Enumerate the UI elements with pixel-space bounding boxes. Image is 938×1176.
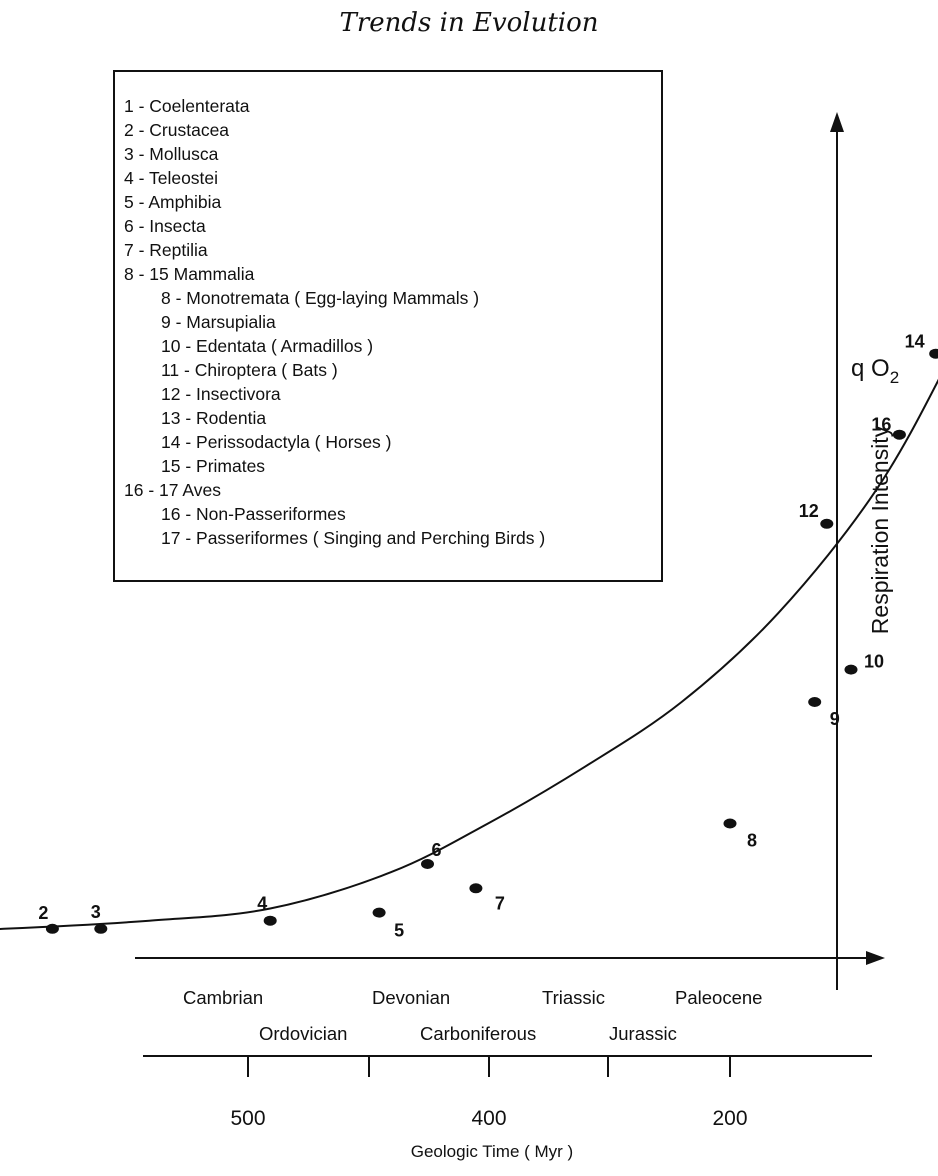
point-label: 9: [830, 709, 840, 729]
y-axis-arrow-icon: [830, 112, 844, 132]
legend-item: 9 - Marsupialia: [161, 312, 276, 332]
point-label: 12: [799, 501, 819, 521]
x-tick-label: 400: [471, 1107, 506, 1130]
legend-item: 10 - Edentata ( Armadillos ): [161, 336, 374, 356]
period-label: Triassic: [542, 987, 605, 1008]
period-label: Paleocene: [675, 987, 762, 1008]
legend-item: 11 - Chiroptera ( Bats ): [161, 360, 338, 380]
period-label: Cambrian: [183, 987, 263, 1008]
x-axis-label: Geologic Time ( Myr ): [411, 1142, 573, 1161]
point-label: 3: [91, 902, 101, 922]
legend-item: 5 - Amphibia: [124, 192, 222, 212]
legend-item: 17 - Passeriformes ( Singing and Perchin…: [161, 528, 546, 548]
period-label: Ordovician: [259, 1023, 347, 1044]
legend-item: 6 - Insecta: [124, 216, 206, 236]
data-point: [469, 883, 483, 894]
point-label: 2: [38, 903, 48, 923]
x-axis-arrow-icon: [866, 951, 885, 965]
legend-item: 12 - Insectivora: [161, 384, 281, 404]
legend-item: 4 - Teleostei: [124, 168, 219, 188]
data-point: [45, 923, 59, 934]
legend-item: 7 - Reptilia: [124, 240, 208, 260]
trend-curve: [0, 378, 938, 930]
chart-title: Trends in Evolution: [339, 8, 599, 38]
legend-box: 1 - Coelenterata 2 - Crustacea 3 - Mollu…: [113, 70, 663, 582]
point-label: 4: [257, 894, 267, 914]
point-label: 8: [747, 831, 757, 851]
legend-item: 8 - 15 Mammalia: [124, 264, 255, 284]
legend-item: 1 - Coelenterata: [124, 96, 250, 116]
legend-item: 2 - Crustacea: [124, 120, 230, 140]
x-ticks: 500 400 200: [230, 1056, 748, 1130]
legend-item: 8 - Monotremata ( Egg-laying Mammals ): [161, 288, 480, 308]
point-label: 10: [864, 652, 884, 672]
legend-item: 13 - Rodentia: [161, 408, 267, 428]
data-point: [844, 664, 858, 675]
x-tick-label: 200: [712, 1107, 747, 1130]
data-points: 1234567891011121314151617: [38, 332, 938, 941]
y-axis-label: Respiration Intensity: [867, 425, 893, 634]
data-point: [820, 518, 834, 529]
legend-item: 15 - Primates: [161, 456, 266, 476]
data-point: [892, 429, 906, 440]
data-point: [929, 348, 938, 359]
period-label: Devonian: [372, 987, 450, 1008]
data-point: [421, 859, 434, 869]
data-point: [372, 907, 386, 918]
x-tick-label: 500: [230, 1107, 265, 1130]
y-axis-qo2-label: q O2: [851, 355, 899, 387]
legend-item: 16 - Non-Passeriformes: [161, 504, 346, 524]
period-label: Carboniferous: [420, 1023, 536, 1044]
legend-item: 14 - Perissodactyla ( Horses ): [161, 432, 392, 452]
point-label: 14: [905, 332, 925, 352]
data-point: [94, 923, 108, 934]
period-label: Jurassic: [609, 1023, 677, 1044]
legend-item: 3 - Mollusca: [124, 144, 219, 164]
data-point: [263, 915, 277, 926]
point-label: 6: [431, 840, 441, 860]
data-point: [723, 818, 737, 829]
point-label: 5: [394, 921, 404, 941]
point-label: 7: [495, 893, 505, 913]
period-labels: Cambrian Devonian Triassic Paleocene Ord…: [183, 987, 762, 1044]
data-point: [808, 697, 822, 707]
legend-item: 16 - 17 Aves: [124, 480, 221, 500]
point-label: 16: [871, 415, 891, 435]
